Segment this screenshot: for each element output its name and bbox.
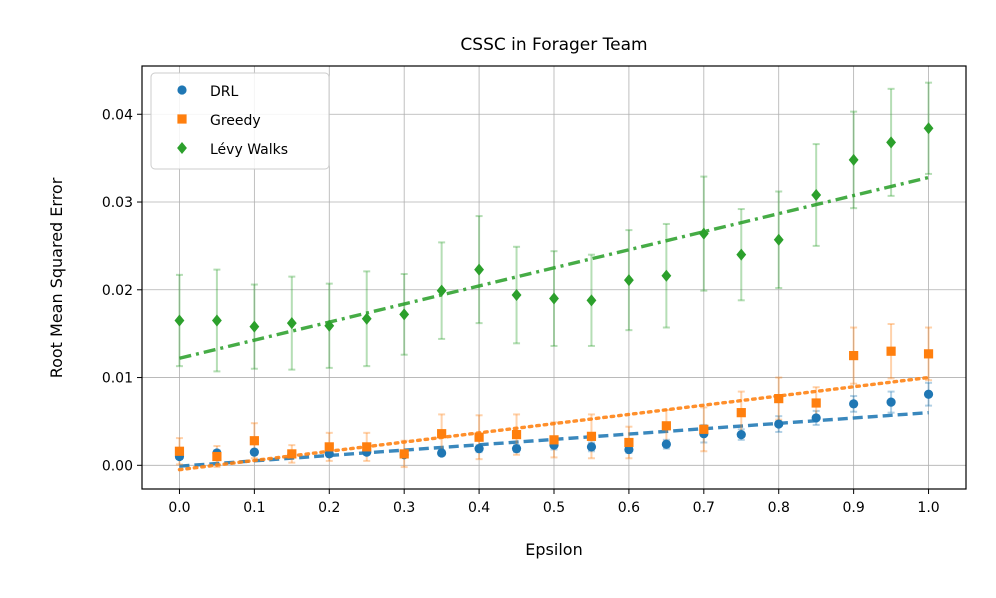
data-point-greedy <box>249 436 259 446</box>
x-tick-label: 1.0 <box>917 500 939 516</box>
data-point-greedy <box>661 421 671 431</box>
data-point-levy-walks <box>399 308 410 321</box>
data-point-greedy <box>736 408 746 418</box>
data-point-levy-walks <box>623 274 634 287</box>
x-tick-label: 0.7 <box>693 500 715 516</box>
data-point-greedy <box>174 446 185 456</box>
data-point-drl <box>249 447 259 457</box>
data-point-drl <box>886 397 896 407</box>
data-point-greedy <box>923 349 934 359</box>
legend-marker-drl <box>177 85 187 95</box>
data-point-greedy <box>362 442 372 452</box>
legend-marker-greedy <box>177 114 187 124</box>
data-point-greedy <box>287 449 297 459</box>
y-tick-label: 0.03 <box>102 195 133 211</box>
data-point-levy-walks <box>736 248 747 261</box>
data-point-levy-walks <box>848 153 859 166</box>
data-point-drl <box>586 442 597 452</box>
data-point-levy-walks <box>811 189 822 202</box>
data-point-levy-walks <box>698 227 709 240</box>
x-tick-label: 0.9 <box>843 500 865 516</box>
data-point-greedy <box>474 432 484 442</box>
data-point-greedy <box>437 429 447 439</box>
y-tick-label: 0.00 <box>102 458 133 474</box>
data-point-drl <box>661 439 671 449</box>
y-tick-label: 0.02 <box>102 283 133 299</box>
data-markers <box>174 122 934 462</box>
data-point-drl <box>923 389 934 399</box>
y-axis-label: Root Mean Squared Error <box>47 177 66 378</box>
data-point-drl <box>624 444 634 455</box>
legend-marker-levy-walks <box>177 142 187 154</box>
legend-box <box>150 72 330 170</box>
legend: DRL Greedy Lévy Walks <box>150 72 330 170</box>
data-point-drl <box>774 419 784 429</box>
data-point-drl <box>849 399 859 409</box>
legend-label-greedy: Greedy <box>210 113 261 129</box>
legend-label-drl: DRL <box>210 84 239 100</box>
data-point-levy-walks <box>511 289 522 302</box>
x-tick-label: 0.2 <box>318 500 340 516</box>
fit-line-levy-walks <box>179 175 929 360</box>
x-tick-label: 0.5 <box>543 500 565 516</box>
data-point-levy-walks <box>549 292 559 305</box>
data-point-levy-walks <box>211 314 222 327</box>
data-point-levy-walks <box>586 294 597 307</box>
data-point-levy-walks <box>436 284 447 297</box>
data-point-levy-walks <box>474 263 485 276</box>
data-point-greedy <box>586 431 597 441</box>
data-point-greedy <box>774 394 784 404</box>
x-axis-label: Epsilon <box>525 540 582 559</box>
data-point-drl <box>736 429 746 440</box>
data-point-levy-walks <box>923 122 934 135</box>
x-tick-label: 0.6 <box>618 500 640 516</box>
data-point-levy-walks <box>324 319 335 332</box>
x-tick-label: 0.0 <box>168 500 190 516</box>
fit-line-greedy <box>177 375 931 472</box>
data-point-greedy <box>212 451 222 462</box>
data-point-greedy <box>549 435 559 445</box>
data-point-drl <box>437 448 447 458</box>
data-point-levy-walks <box>886 136 897 149</box>
data-point-levy-walks <box>286 317 297 330</box>
data-point-drl <box>474 444 484 454</box>
y-tick-label: 0.04 <box>102 107 133 123</box>
data-point-drl <box>511 444 522 454</box>
x-tick-label: 0.3 <box>393 500 415 516</box>
data-point-levy-walks <box>174 314 185 327</box>
data-point-greedy <box>811 398 821 408</box>
data-point-greedy <box>849 351 859 361</box>
data-point-levy-walks <box>773 233 784 246</box>
data-point-levy-walks <box>249 320 260 333</box>
x-tick-label: 0.1 <box>243 500 265 516</box>
chart-title: CSSC in Forager Team <box>460 35 647 55</box>
data-point-levy-walks <box>661 269 672 282</box>
data-point-greedy <box>699 424 709 434</box>
data-point-greedy <box>886 346 896 356</box>
axis-ticks: 0.0 0.1 0.2 0.3 0.4 0.5 0.6 0.7 0.8 0.9 1.0 0.00 0.0… <box>102 107 940 516</box>
x-tick-label: 0.8 <box>768 500 790 516</box>
y-tick-label: 0.01 <box>102 371 133 387</box>
data-point-drl <box>811 413 821 423</box>
data-point-levy-walks <box>361 312 372 325</box>
data-point-greedy <box>399 449 409 459</box>
data-point-drl <box>324 449 334 459</box>
data-point-greedy <box>511 429 522 440</box>
x-tick-label: 0.4 <box>468 500 490 516</box>
data-point-greedy <box>324 442 334 452</box>
data-point-greedy <box>624 437 634 448</box>
legend-label-levy-walks: Lévy Walks <box>210 142 288 158</box>
